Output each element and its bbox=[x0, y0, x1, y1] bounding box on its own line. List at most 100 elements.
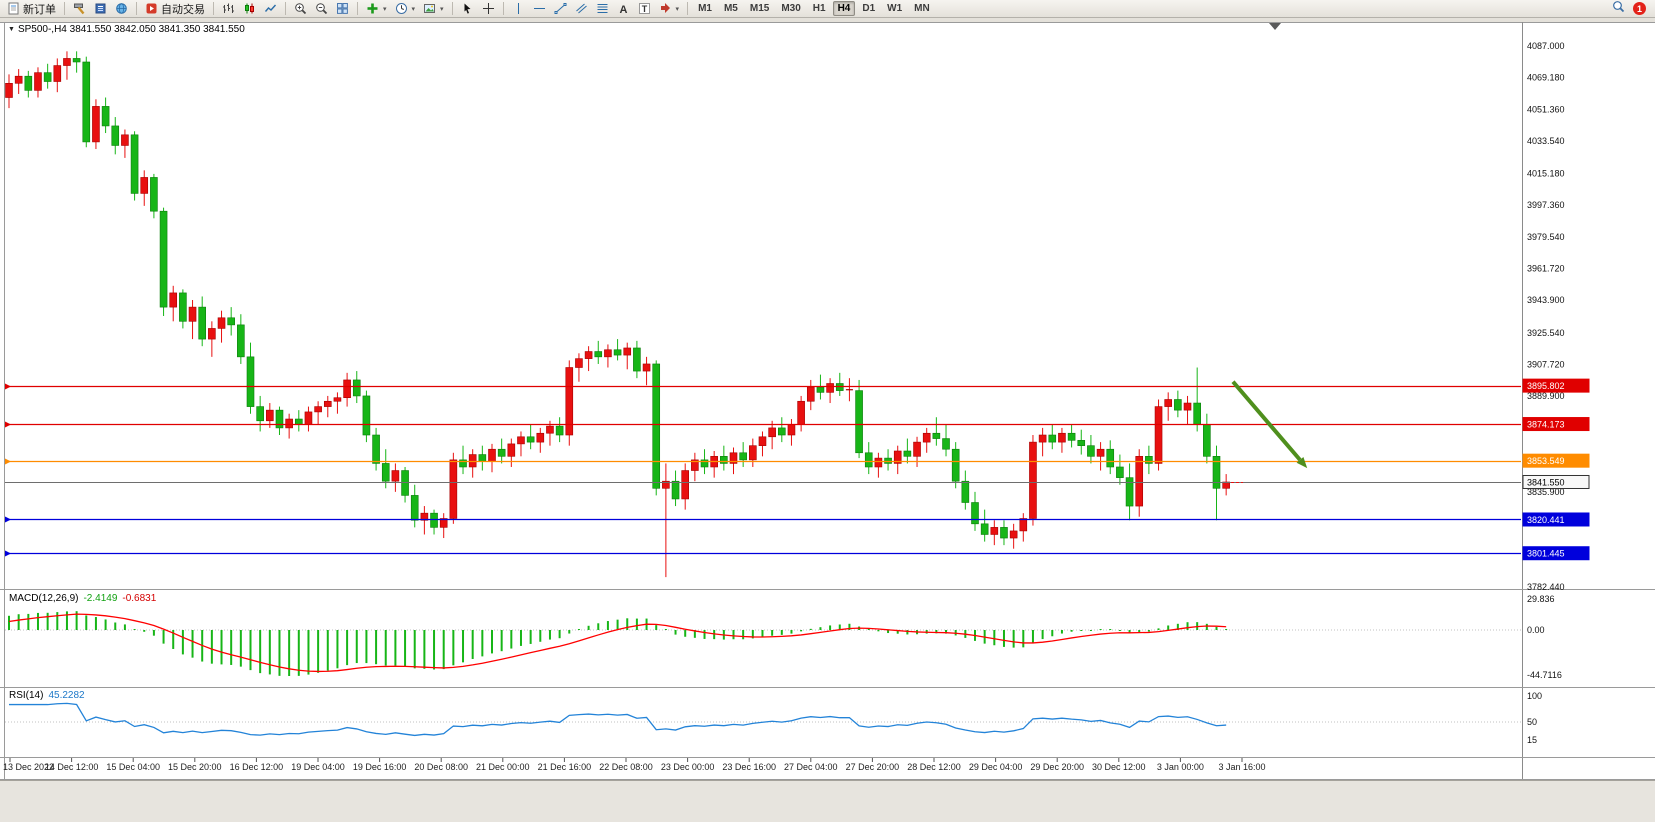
time-label[interactable]: 22 Dec 08:00 bbox=[599, 762, 653, 772]
candle bbox=[14, 69, 23, 94]
timeframe-mn[interactable]: MN bbox=[914, 3, 930, 14]
macd-axis-label: 29.836 bbox=[1527, 594, 1555, 604]
candle bbox=[517, 431, 525, 457]
terminal-button[interactable] bbox=[90, 1, 111, 17]
candle bbox=[1009, 523, 1018, 549]
candle bbox=[1222, 474, 1230, 496]
time-label[interactable]: 27 Dec 20:00 bbox=[846, 762, 900, 772]
chart-plot-area[interactable] bbox=[5, 22, 1521, 590]
time-label[interactable]: 29 Dec 20:00 bbox=[1030, 762, 1084, 772]
candle bbox=[507, 438, 516, 467]
horizontal-line-button[interactable] bbox=[529, 1, 550, 17]
search-icon[interactable] bbox=[1612, 0, 1625, 18]
timeframe-w1[interactable]: W1 bbox=[887, 3, 903, 14]
trendline-button[interactable] bbox=[550, 1, 571, 17]
level-badge bbox=[1522, 546, 1590, 561]
time-label[interactable]: 23 Dec 00:00 bbox=[661, 762, 715, 772]
candle bbox=[63, 51, 71, 80]
periods-button[interactable]: ▾ bbox=[391, 1, 420, 17]
level-badge bbox=[1522, 512, 1590, 527]
tile-windows-button[interactable] bbox=[332, 1, 353, 17]
window-gap bbox=[0, 18, 1655, 22]
macd-signal-line bbox=[8, 613, 1227, 673]
candle bbox=[391, 463, 400, 492]
rsi-line bbox=[9, 702, 1227, 737]
metaeditor-button[interactable] bbox=[69, 1, 90, 17]
dropdown-caret-icon[interactable]: ▾ bbox=[440, 5, 444, 13]
candle bbox=[681, 463, 690, 510]
time-label[interactable]: 13 Dec 2022 bbox=[3, 762, 54, 772]
bar-chart-button[interactable] bbox=[218, 1, 239, 17]
candle bbox=[1048, 424, 1057, 450]
timeframe-d1[interactable]: D1 bbox=[862, 3, 876, 14]
line-chart-button[interactable] bbox=[260, 1, 281, 17]
cursor-button[interactable] bbox=[457, 1, 478, 17]
trend-arrow-head bbox=[1296, 456, 1308, 469]
doc-icon bbox=[7, 2, 20, 15]
arrows-button[interactable]: ▾ bbox=[655, 1, 684, 17]
time-label[interactable]: 28 Dec 12:00 bbox=[907, 762, 961, 772]
candle bbox=[758, 431, 767, 457]
time-label[interactable]: 23 Dec 16:00 bbox=[722, 762, 776, 772]
time-label[interactable]: 19 Dec 16:00 bbox=[353, 762, 407, 772]
level-badge-text: 3874.173 bbox=[1527, 420, 1565, 430]
time-label[interactable]: 29 Dec 04:00 bbox=[969, 762, 1023, 772]
templates-button[interactable]: ▾ bbox=[419, 1, 448, 17]
title-marker-icon[interactable]: ▼ bbox=[8, 26, 15, 33]
time-label[interactable]: 19 Dec 04:00 bbox=[291, 762, 345, 772]
zoom-out-button[interactable] bbox=[311, 1, 332, 17]
indicators-button[interactable]: ▾ bbox=[362, 1, 391, 17]
time-label[interactable]: 15 Dec 04:00 bbox=[106, 762, 160, 772]
candle bbox=[623, 342, 632, 370]
price-scale-label: 3782.440 bbox=[1527, 582, 1565, 592]
candle bbox=[749, 438, 757, 467]
candle bbox=[420, 506, 429, 535]
dropdown-caret-icon[interactable]: ▾ bbox=[675, 5, 680, 13]
crosshair-button[interactable] bbox=[478, 1, 499, 17]
vertical-line-button[interactable] bbox=[508, 1, 529, 17]
timeframe-m1[interactable]: M1 bbox=[698, 3, 712, 14]
candle bbox=[1077, 429, 1086, 455]
label-button[interactable]: T bbox=[634, 1, 655, 17]
channel-button[interactable] bbox=[571, 1, 592, 17]
timeframe-m15[interactable]: M15 bbox=[749, 3, 770, 14]
timeframe-h1[interactable]: H1 bbox=[812, 3, 826, 14]
time-label[interactable]: 14 Dec 12:00 bbox=[45, 762, 99, 772]
time-label[interactable]: 21 Dec 00:00 bbox=[476, 762, 530, 772]
time-label[interactable]: 27 Dec 04:00 bbox=[784, 762, 838, 772]
candle bbox=[864, 442, 873, 475]
time-label[interactable]: 20 Dec 08:00 bbox=[414, 762, 468, 772]
candle bbox=[227, 307, 235, 336]
time-label[interactable]: 3 Jan 16:00 bbox=[1218, 762, 1265, 772]
fibonacci-button[interactable] bbox=[592, 1, 613, 17]
candle bbox=[497, 438, 506, 464]
time-label[interactable]: 21 Dec 16:00 bbox=[538, 762, 592, 772]
notification-badge[interactable]: 1 bbox=[1633, 2, 1646, 15]
chart-canvas[interactable]: 4087.000 4069.180 4051.360 4033.540 4015.180… bbox=[0, 18, 1655, 822]
time-label[interactable]: 16 Dec 12:00 bbox=[230, 762, 284, 772]
candle bbox=[198, 296, 206, 347]
text-button[interactable]: A bbox=[613, 1, 634, 17]
market-watch-button[interactable] bbox=[111, 1, 132, 17]
timeframe-m30[interactable]: M30 bbox=[781, 3, 801, 14]
zoom-in-button[interactable] bbox=[290, 1, 311, 17]
new-order-button[interactable]: 新订单 bbox=[3, 1, 60, 17]
dropdown-caret-icon[interactable]: ▾ bbox=[383, 5, 387, 13]
autotrading-button[interactable]: 自动交易 bbox=[141, 1, 209, 17]
zoomin-icon bbox=[294, 2, 307, 15]
timeframe-m5[interactable]: M5 bbox=[723, 3, 738, 14]
timeframe-h4[interactable]: H4 bbox=[832, 1, 856, 16]
candle bbox=[266, 403, 274, 428]
candle bbox=[768, 420, 776, 450]
candlestick-chart-button[interactable] bbox=[239, 1, 260, 17]
candle bbox=[584, 346, 593, 372]
toolbar-separator bbox=[357, 2, 358, 15]
time-label[interactable]: 3 Jan 00:00 bbox=[1157, 762, 1204, 772]
trend-arrow-annotation[interactable] bbox=[1231, 380, 1302, 462]
price-scale-label: 4015.180 bbox=[1527, 169, 1565, 179]
time-label[interactable]: 30 Dec 12:00 bbox=[1092, 762, 1146, 772]
chart-shift-marker[interactable] bbox=[1269, 23, 1281, 30]
candle bbox=[285, 413, 293, 439]
dropdown-caret-icon[interactable]: ▾ bbox=[411, 5, 416, 13]
time-label[interactable]: 15 Dec 20:00 bbox=[168, 762, 222, 772]
